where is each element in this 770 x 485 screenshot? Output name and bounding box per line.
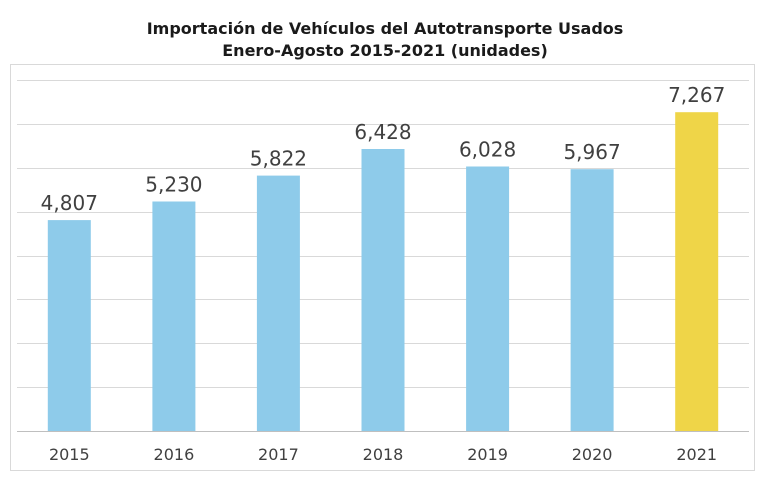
bar-2019 [466, 166, 510, 431]
data-label-2018: 6,428 [354, 120, 411, 144]
bar-2021 [675, 112, 719, 431]
chart-title-block: Importación de Vehículos del Autotranspo… [0, 18, 770, 62]
x-tick-2017: 2017 [258, 445, 299, 464]
data-label-2017: 5,822 [250, 147, 307, 171]
data-label-2015: 4,807 [41, 191, 98, 215]
x-tick-2020: 2020 [572, 445, 613, 464]
data-label-2016: 5,230 [145, 173, 202, 197]
bar-2016 [152, 201, 196, 431]
data-labels: 4,807 5,230 5,822 6,428 6,028 5,967 7,267 [41, 83, 726, 215]
bar-2020 [570, 169, 614, 431]
x-tick-2016: 2016 [154, 445, 195, 464]
bar-2015 [47, 220, 91, 431]
data-label-2020: 5,967 [563, 140, 620, 164]
x-axis-ticks: 2015 2016 2017 2018 2019 2020 2021 [49, 445, 717, 464]
bar-2018 [361, 149, 405, 431]
bars [47, 112, 719, 431]
x-tick-2019: 2019 [467, 445, 508, 464]
chart-subtitle: Enero-Agosto 2015-2021 (unidades) [222, 41, 548, 60]
bar-2017 [256, 175, 300, 431]
x-tick-2018: 2018 [363, 445, 404, 464]
x-tick-2015: 2015 [49, 445, 90, 464]
data-label-2019: 6,028 [459, 138, 516, 162]
data-label-2021: 7,267 [668, 83, 725, 107]
x-tick-2021: 2021 [676, 445, 717, 464]
chart-title: Importación de Vehículos del Autotranspo… [146, 19, 624, 38]
